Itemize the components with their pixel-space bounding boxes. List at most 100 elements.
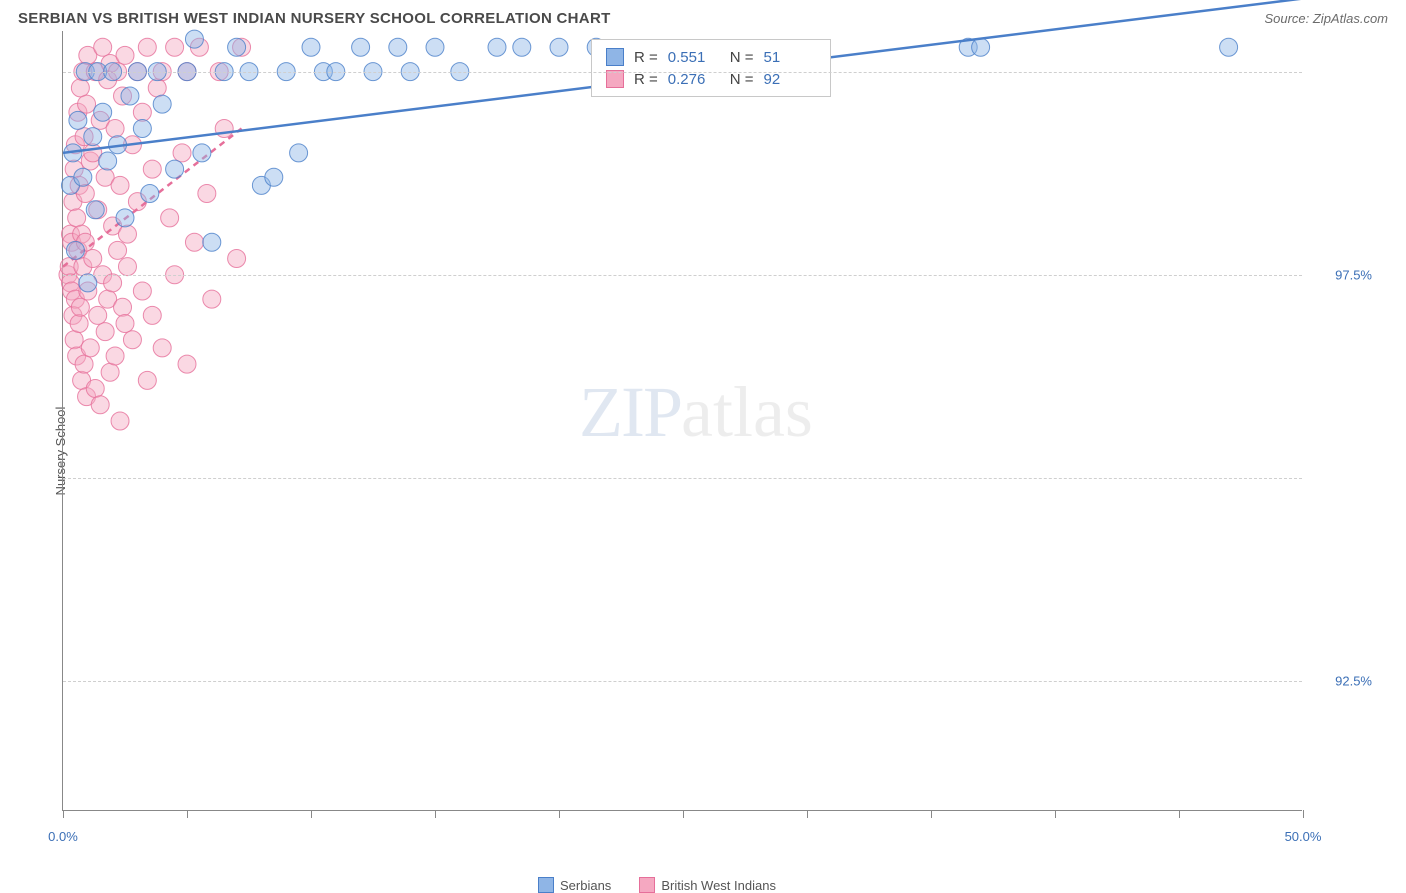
chart-title: SERBIAN VS BRITISH WEST INDIAN NURSERY S… xyxy=(18,10,611,27)
x-tick xyxy=(1303,810,1304,818)
data-point xyxy=(69,111,87,129)
y-tick-label: 92.5% xyxy=(1312,674,1372,689)
data-point xyxy=(143,306,161,324)
data-point xyxy=(143,160,161,178)
stats-r-serbians: 0.551 xyxy=(668,49,720,66)
stats-n-label: N = xyxy=(730,71,754,88)
x-tick xyxy=(807,810,808,818)
data-point xyxy=(203,290,221,308)
x-tick xyxy=(311,810,312,818)
data-point xyxy=(65,331,83,349)
data-point xyxy=(133,120,151,138)
data-point xyxy=(86,201,104,219)
data-point xyxy=(138,371,156,389)
x-tick xyxy=(683,810,684,818)
data-point xyxy=(74,168,92,186)
data-point xyxy=(153,95,171,113)
data-point xyxy=(94,38,112,56)
x-tick xyxy=(931,810,932,818)
data-point xyxy=(71,79,89,97)
data-point xyxy=(290,144,308,162)
data-point xyxy=(111,412,129,430)
stats-n-serbians: 51 xyxy=(764,49,816,66)
gridline xyxy=(63,275,1302,276)
stats-legend-box: R = 0.551 N = 51 R = 0.276 N = 92 xyxy=(591,39,831,97)
data-point xyxy=(94,103,112,121)
data-point xyxy=(513,38,531,56)
data-point xyxy=(104,274,122,292)
data-point xyxy=(1220,38,1238,56)
data-point xyxy=(70,315,88,333)
data-point xyxy=(81,339,99,357)
data-point xyxy=(133,103,151,121)
source-attribution: Source: ZipAtlas.com xyxy=(1264,11,1388,26)
x-tick xyxy=(1055,810,1056,818)
data-point xyxy=(228,250,246,268)
data-point xyxy=(71,298,89,316)
data-point xyxy=(138,38,156,56)
data-point xyxy=(185,30,203,48)
stats-row-serbians: R = 0.551 N = 51 xyxy=(592,46,830,68)
data-point xyxy=(116,315,134,333)
stats-swatch-bwi xyxy=(606,70,624,88)
chart-area: Nursery School ZIPatlas R = 0.551 N = 51… xyxy=(18,31,1388,871)
x-tick-label: 0.0% xyxy=(48,829,78,844)
data-point xyxy=(118,225,136,243)
data-point xyxy=(173,144,191,162)
stats-r-label: R = xyxy=(634,71,658,88)
data-point xyxy=(66,241,84,259)
data-point xyxy=(972,38,990,56)
data-point xyxy=(389,38,407,56)
data-point xyxy=(203,233,221,251)
x-tick xyxy=(1179,810,1180,818)
x-tick-label: 50.0% xyxy=(1285,829,1322,844)
x-tick xyxy=(559,810,560,818)
data-point xyxy=(488,38,506,56)
data-point xyxy=(302,38,320,56)
data-point xyxy=(91,396,109,414)
data-point xyxy=(78,95,96,113)
stats-n-bwi: 92 xyxy=(764,71,816,88)
data-point xyxy=(89,306,107,324)
data-point xyxy=(116,46,134,64)
data-point xyxy=(68,209,86,227)
data-point xyxy=(265,168,283,186)
stats-r-bwi: 0.276 xyxy=(668,71,720,88)
data-point xyxy=(123,331,141,349)
data-point xyxy=(116,209,134,227)
x-tick xyxy=(187,810,188,818)
gridline xyxy=(63,478,1302,479)
data-point xyxy=(228,38,246,56)
data-point xyxy=(185,233,203,251)
data-point xyxy=(118,258,136,276)
y-tick-label: 97.5% xyxy=(1312,267,1372,282)
data-point xyxy=(84,128,102,146)
data-point xyxy=(161,209,179,227)
legend-swatch-serbians xyxy=(538,877,554,893)
data-point xyxy=(148,79,166,97)
stats-swatch-serbians xyxy=(606,48,624,66)
legend-bottom: Serbians British West Indians xyxy=(538,877,776,893)
x-tick xyxy=(435,810,436,818)
scatter-svg xyxy=(63,31,1303,811)
data-point xyxy=(166,160,184,178)
gridline xyxy=(63,681,1302,682)
data-point xyxy=(133,282,151,300)
stats-r-label: R = xyxy=(634,49,658,66)
gridline xyxy=(63,72,1302,73)
legend-item-bwi: British West Indians xyxy=(639,877,776,893)
data-point xyxy=(352,38,370,56)
data-point xyxy=(121,87,139,105)
legend-label-bwi: British West Indians xyxy=(661,878,776,893)
plot-region: ZIPatlas R = 0.551 N = 51 R = 0.276 N = … xyxy=(62,31,1302,811)
data-point xyxy=(106,347,124,365)
data-point xyxy=(96,323,114,341)
stats-n-label: N = xyxy=(730,49,754,66)
data-point xyxy=(86,380,104,398)
data-point xyxy=(198,185,216,203)
data-point xyxy=(114,298,132,316)
data-point xyxy=(550,38,568,56)
data-point xyxy=(426,38,444,56)
data-point xyxy=(153,339,171,357)
legend-item-serbians: Serbians xyxy=(538,877,611,893)
